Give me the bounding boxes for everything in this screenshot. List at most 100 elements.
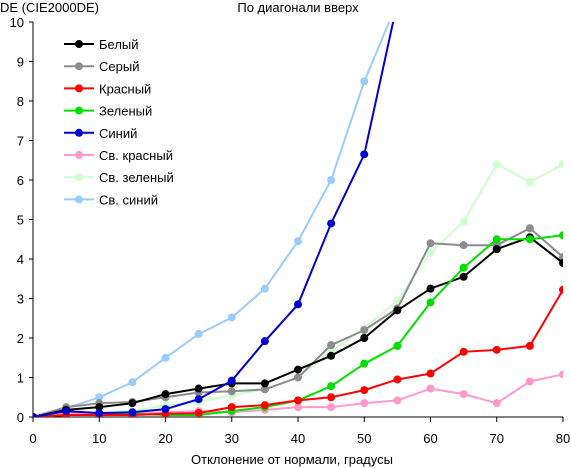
data-point [525, 177, 534, 186]
data-point [260, 284, 269, 293]
series-line [33, 236, 563, 417]
data-point [95, 403, 104, 412]
legend-swatch-marker [75, 106, 83, 115]
x-tick-label: 30 [225, 431, 239, 446]
data-point [360, 150, 369, 159]
data-point [62, 407, 71, 416]
series-line [33, 227, 563, 417]
legend-swatch-marker [75, 84, 83, 93]
legend-label: Св. синий [99, 192, 158, 207]
data-point [360, 326, 369, 335]
legend-swatch-marker [75, 40, 83, 48]
data-point [294, 396, 302, 405]
y-tick-label: 1 [17, 371, 24, 386]
data-point [227, 376, 236, 385]
data-point [360, 334, 369, 342]
x-tick-label: 0 [29, 431, 36, 446]
legend-label: Св. красный [99, 148, 173, 163]
data-point [194, 330, 203, 339]
data-point [360, 386, 369, 395]
data-point [95, 409, 104, 417]
data-point [459, 241, 468, 250]
chart-title: По диагонали вверх [237, 0, 359, 15]
x-tick-label: 40 [291, 431, 305, 446]
legend-label: Зеленый [99, 104, 152, 119]
data-point [525, 224, 534, 233]
data-point [559, 253, 563, 262]
data-point [492, 245, 501, 254]
series-5 [33, 22, 395, 417]
data-point [559, 160, 563, 169]
data-point [294, 403, 302, 412]
data-point [194, 409, 203, 417]
data-point [260, 379, 269, 388]
x-tick-label: 10 [92, 431, 106, 446]
data-point [426, 249, 435, 258]
data-point [128, 408, 137, 417]
legend-item: Белый [64, 37, 139, 52]
legend-swatch-marker [75, 195, 83, 204]
y-tick-label: 3 [17, 292, 24, 307]
data-point [327, 403, 336, 412]
legend-label: Св. зеленый [99, 170, 174, 185]
y-tick-label: 7 [17, 134, 24, 149]
data-point [559, 231, 563, 240]
data-point [426, 284, 435, 293]
data-point [260, 401, 269, 410]
data-point [459, 263, 468, 272]
data-point [393, 341, 402, 350]
data-point [492, 235, 501, 244]
data-point [459, 217, 468, 226]
data-point [294, 373, 302, 382]
legend-swatch-marker [75, 128, 83, 137]
data-point [327, 219, 336, 228]
legend-label: Красный [99, 81, 151, 96]
x-tick-label: 60 [423, 431, 437, 446]
data-point [260, 337, 269, 346]
y-axis-label: DE (CIE2000DE) [0, 0, 99, 15]
legend-label: Серый [99, 59, 139, 74]
data-point [360, 359, 369, 368]
data-point [327, 393, 336, 402]
legend-item: Синий [64, 126, 137, 141]
data-point [426, 369, 435, 378]
legend-item: Св. зеленый [64, 170, 174, 185]
legend-item: Серый [64, 59, 139, 74]
y-tick-label: 10 [10, 15, 24, 30]
data-point [327, 341, 336, 350]
data-point [459, 347, 468, 356]
data-point [294, 365, 302, 374]
data-point [327, 382, 336, 391]
data-point [294, 300, 302, 309]
series-line [33, 22, 391, 417]
data-point [161, 405, 170, 414]
data-point [161, 390, 170, 399]
data-point [161, 353, 170, 362]
y-tick-label: 5 [17, 213, 24, 228]
axes: 0 1 2 3 4 5 6 7 8 9 10 0 10 20 30 40 50 60 70 80 [10, 15, 571, 446]
legend-item: Красный [64, 81, 151, 96]
data-point [525, 377, 534, 386]
legend-label: Синий [99, 126, 137, 141]
data-point [393, 396, 402, 405]
legend-label: Белый [99, 37, 139, 52]
series-line [33, 22, 395, 417]
data-point [393, 375, 402, 384]
y-tick-label: 8 [17, 94, 24, 109]
legend-swatch-marker [75, 62, 83, 71]
data-point [492, 399, 501, 408]
data-point [260, 385, 269, 394]
data-point [360, 77, 369, 86]
legend-item: Св. синий [64, 192, 158, 207]
legend-swatch-marker [75, 173, 83, 182]
data-point [327, 351, 336, 360]
y-tick-label: 9 [17, 55, 24, 70]
data-point [426, 298, 435, 307]
x-tick-label: 80 [556, 431, 570, 446]
data-point [227, 387, 236, 396]
series-line [33, 234, 563, 417]
x-tick-label: 70 [490, 431, 504, 446]
data-point [95, 393, 104, 402]
data-point [559, 258, 563, 267]
